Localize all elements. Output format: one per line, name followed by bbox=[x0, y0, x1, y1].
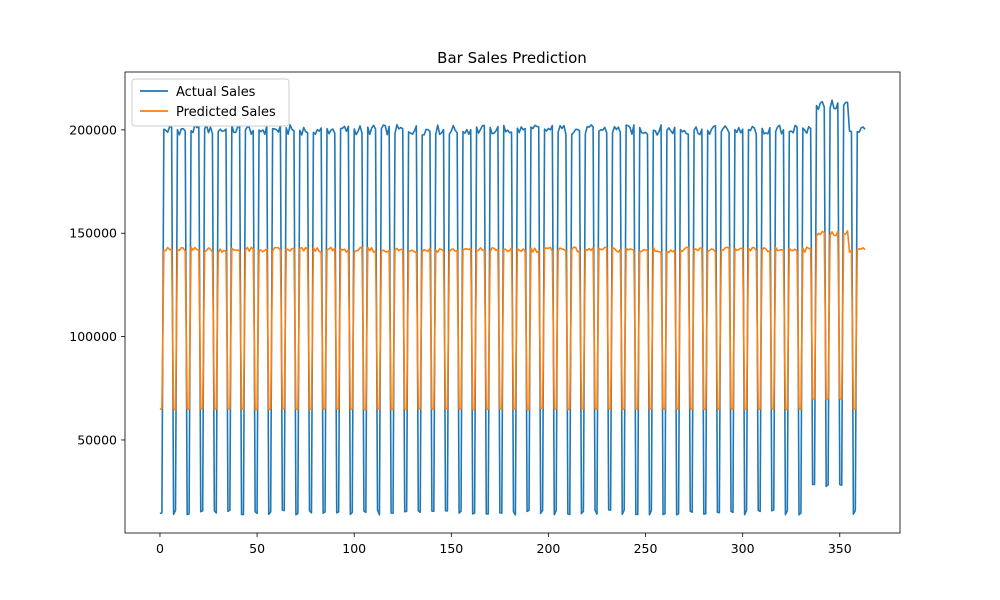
x-tick-label: 300 bbox=[731, 541, 755, 556]
plot-area bbox=[159, 99, 866, 516]
chart-title: Bar Sales Prediction bbox=[437, 49, 587, 67]
legend-label-actual: Actual Sales bbox=[176, 85, 256, 100]
y-tick-label: 200000 bbox=[69, 122, 117, 137]
x-tick-label: 100 bbox=[342, 541, 366, 556]
legend-label-predicted: Predicted Sales bbox=[176, 105, 276, 120]
x-tick-label: 50 bbox=[249, 541, 265, 556]
x-tick-label: 350 bbox=[828, 541, 852, 556]
y-tick-label: 150000 bbox=[69, 226, 117, 241]
legend-box bbox=[131, 78, 290, 127]
x-tick-label: 200 bbox=[537, 541, 561, 556]
y-tick-label: 50000 bbox=[77, 432, 117, 447]
series-line-predicted-sales bbox=[159, 230, 866, 411]
legend: Actual Sales Predicted Sales bbox=[131, 78, 290, 127]
y-tick-label: 100000 bbox=[69, 329, 117, 344]
plot-frame bbox=[124, 71, 901, 534]
x-tick-label: 150 bbox=[439, 541, 463, 556]
x-tick-label: 250 bbox=[634, 541, 658, 556]
x-tick-label: 0 bbox=[156, 541, 164, 556]
axes: 0 50 100 150 200 250 300 350 50000 100000 150000 20… bbox=[69, 71, 901, 556]
